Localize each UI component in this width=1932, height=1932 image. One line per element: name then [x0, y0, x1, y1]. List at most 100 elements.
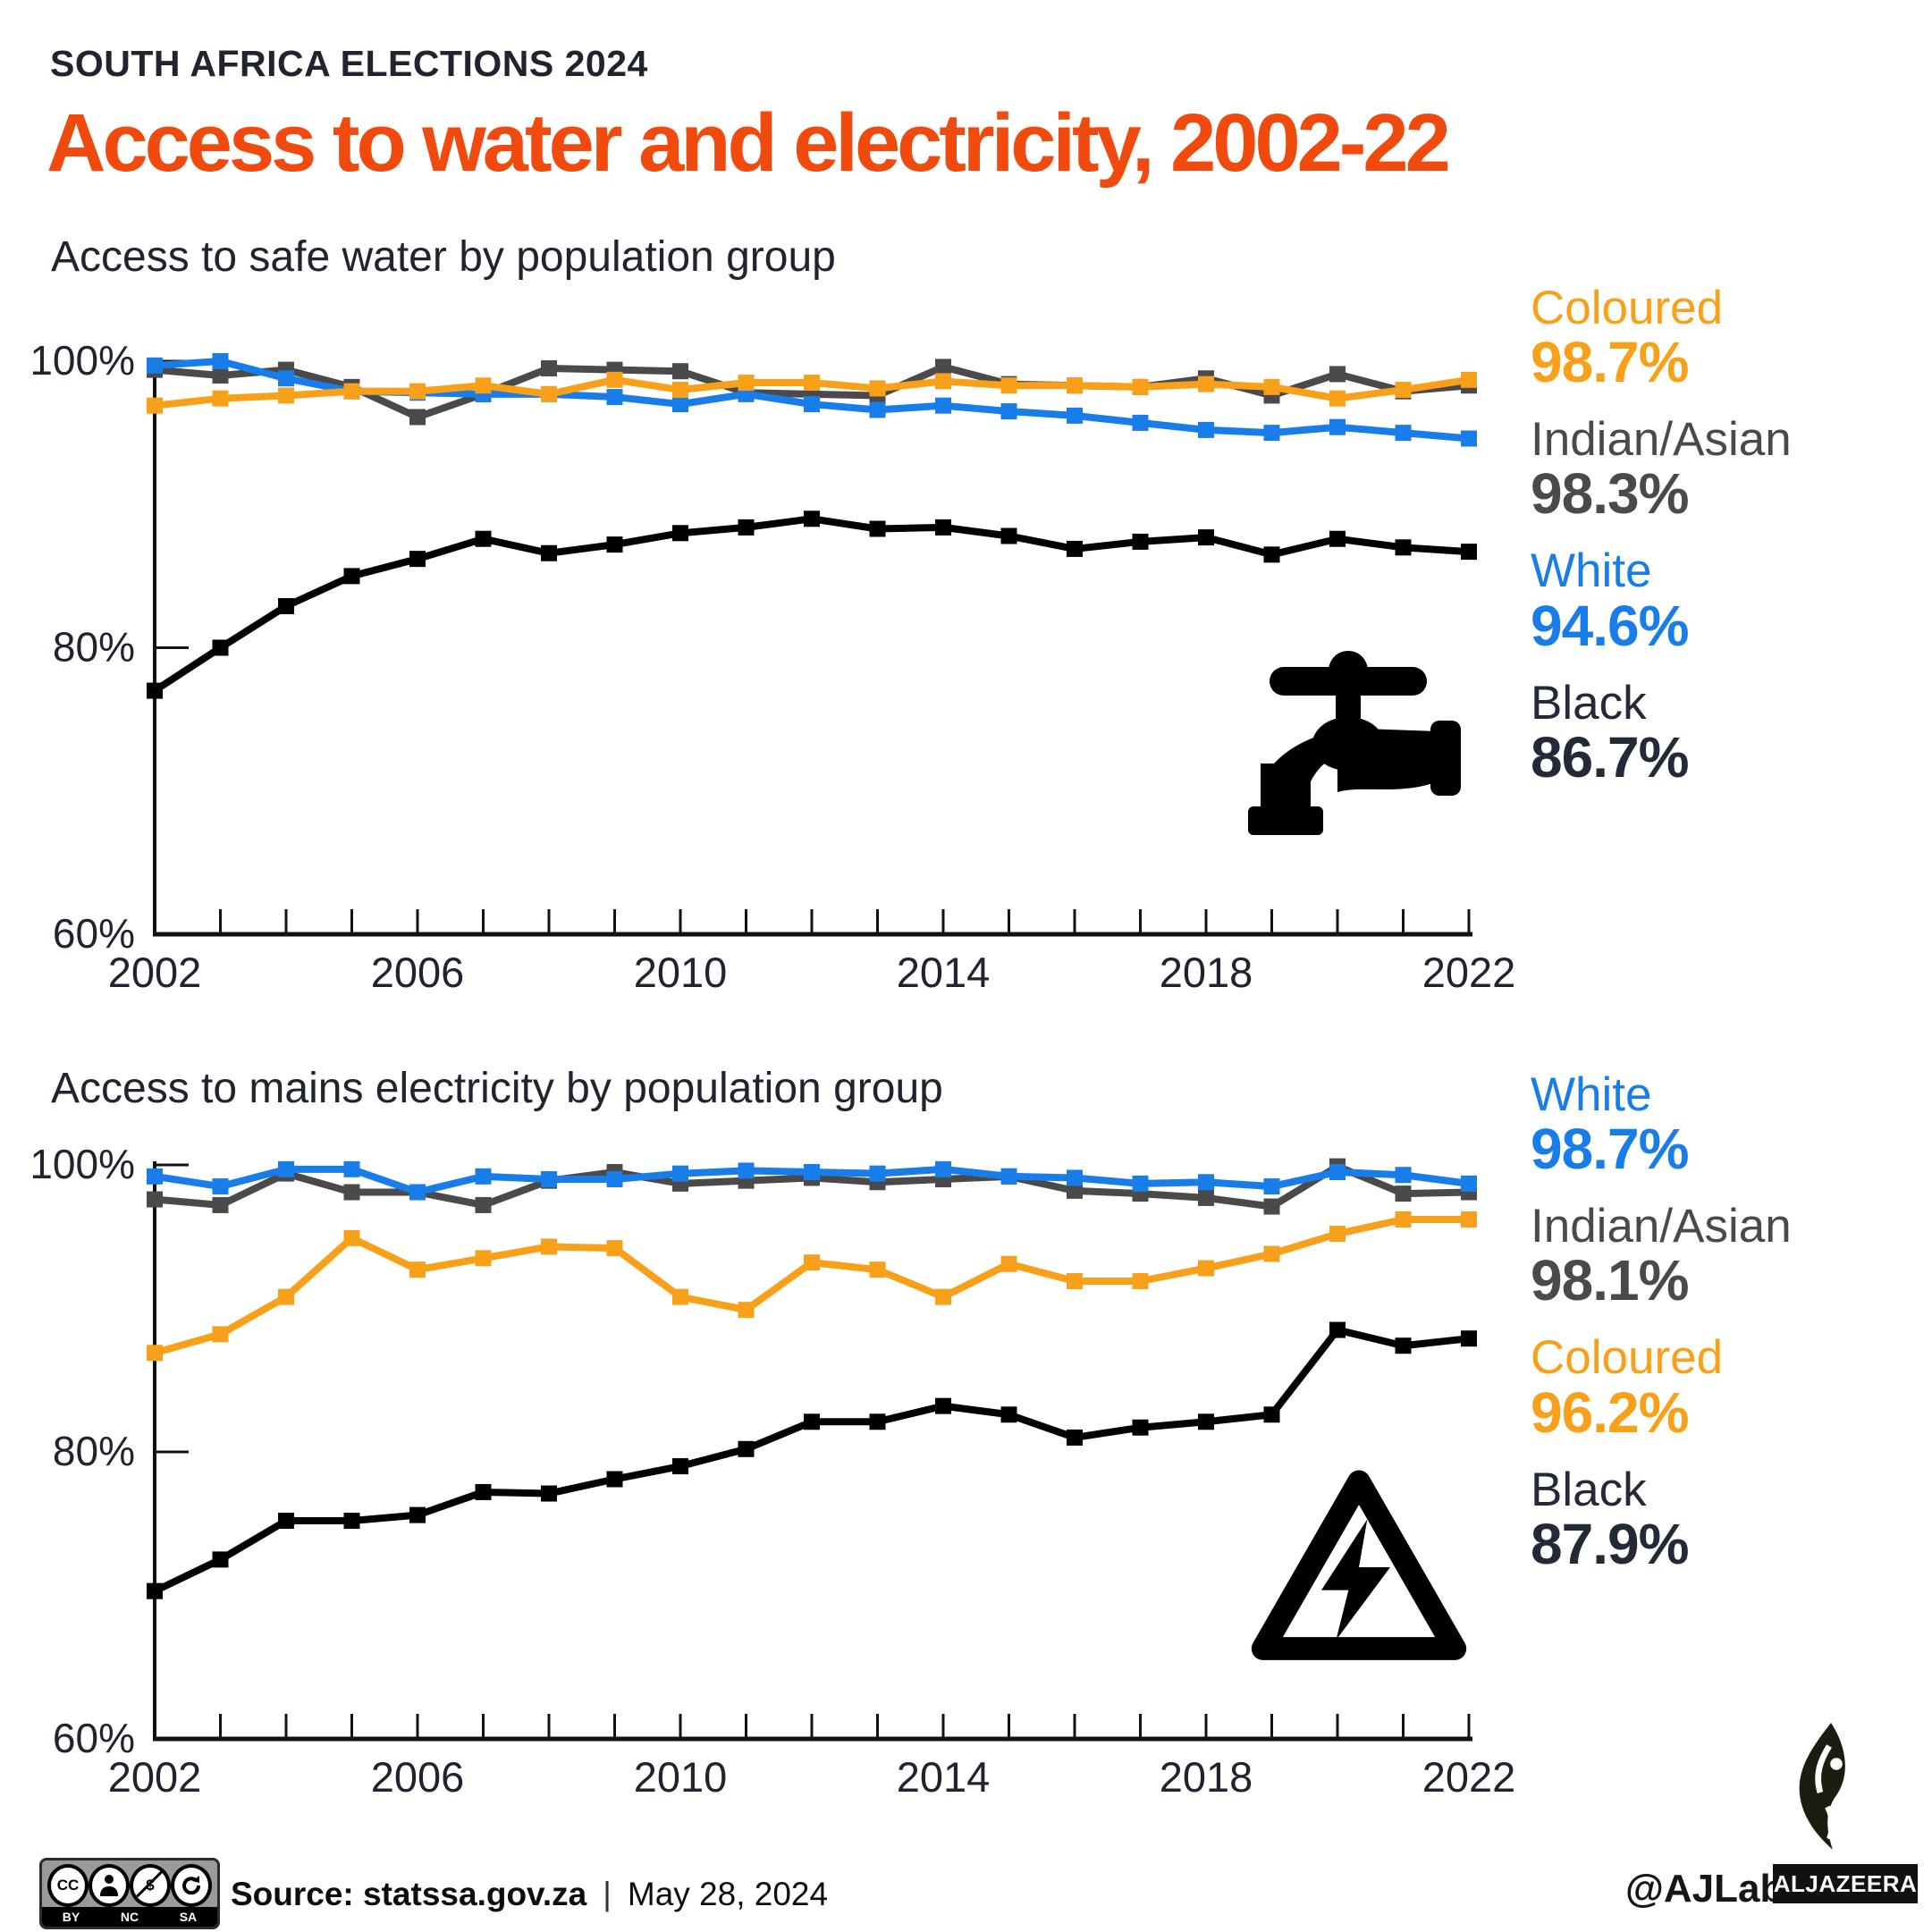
legend-label: Indian/Asian: [1531, 1200, 1792, 1253]
marker: [935, 1160, 951, 1177]
y-tick-label: 80%: [53, 624, 135, 671]
marker: [541, 1171, 557, 1188]
marker: [1067, 1169, 1083, 1186]
electricity-warning-icon: [1234, 1461, 1484, 1678]
marker: [738, 1162, 755, 1179]
marker: [1263, 1178, 1280, 1195]
marker: [475, 1196, 492, 1213]
marker: [1329, 530, 1346, 547]
marker: [212, 1326, 229, 1343]
marker: [1263, 546, 1280, 563]
legend-label: Indian/Asian: [1531, 413, 1792, 467]
marker: [1067, 1273, 1083, 1290]
legend-value: 98.3%: [1531, 461, 1689, 527]
cc-license-icons: CC $: [42, 1860, 217, 1909]
cc-by-label: BY: [62, 1910, 80, 1924]
marker: [1067, 540, 1083, 557]
marker: [147, 682, 163, 699]
marker: [1395, 539, 1412, 556]
marker: [738, 375, 755, 392]
marker: [672, 1165, 688, 1182]
marker: [935, 373, 951, 390]
legend-item-indian-asian: Indian/Asian 98.1%: [1531, 1202, 1924, 1311]
marker: [738, 519, 755, 536]
marker: [1329, 1226, 1346, 1243]
x-tick-label: 2018: [1160, 1753, 1253, 1801]
legend-label: Coloured: [1531, 282, 1724, 334]
marker: [1329, 366, 1346, 383]
marker: [1198, 1260, 1214, 1277]
marker: [541, 385, 557, 402]
x-tick-label: 2006: [371, 1753, 465, 1801]
marker: [1067, 407, 1083, 424]
marker: [1395, 382, 1412, 399]
marker: [147, 1191, 163, 1208]
marker: [1198, 421, 1214, 438]
marker: [343, 1160, 360, 1177]
legend-value: 86.7%: [1531, 724, 1689, 789]
marker: [1000, 527, 1017, 544]
chart2-title: Access to mains electricity by populatio…: [51, 1065, 943, 1112]
marker: [869, 1261, 886, 1278]
marker: [147, 1345, 163, 1362]
marker: [804, 510, 820, 527]
source-separator: |: [603, 1876, 612, 1912]
cc-by-person-icon: [89, 1864, 130, 1907]
marker: [475, 377, 492, 394]
marker: [738, 1440, 755, 1457]
legend-item-coloured: Coloured 98.7%: [1531, 282, 1924, 392]
marker: [1395, 425, 1412, 442]
marker: [1329, 418, 1346, 435]
marker: [1461, 1175, 1477, 1192]
marker: [212, 1551, 229, 1568]
marker: [606, 389, 623, 406]
source-line: Source: statssa.gov.za | May 28, 2024: [231, 1876, 828, 1913]
cc-license-labels: BY NC SA: [42, 1907, 217, 1927]
marker: [935, 1288, 951, 1305]
cc-icon: CC: [47, 1864, 89, 1907]
marker: [1395, 1337, 1412, 1354]
marker: [1067, 377, 1083, 394]
chart1-title: Access to safe water by population group: [51, 233, 836, 281]
marker: [672, 382, 688, 399]
legend-item-white: White 98.7%: [1531, 1070, 1924, 1182]
x-tick-label: 2022: [1422, 949, 1516, 996]
marker: [1132, 1419, 1149, 1436]
marker: [147, 1582, 163, 1599]
marker: [343, 1229, 360, 1246]
marker: [672, 1458, 688, 1475]
x-tick-label: 2006: [371, 949, 465, 996]
marker: [935, 397, 951, 414]
legend-label: White: [1531, 544, 1652, 598]
legend-item-indian-asian: Indian/Asian 98.3%: [1531, 416, 1924, 524]
marker: [212, 1196, 229, 1213]
legend-value: 96.2%: [1531, 1379, 1689, 1445]
legend-label: Black: [1531, 1463, 1647, 1516]
y-tick-label: 100%: [30, 337, 135, 384]
marker: [606, 536, 623, 553]
legend-value: 98.7%: [1531, 1117, 1689, 1182]
marker: [606, 1471, 623, 1488]
marker: [212, 353, 229, 369]
marker: [1067, 1429, 1083, 1446]
x-tick-label: 2002: [108, 949, 202, 996]
tap-icon: [1237, 649, 1472, 870]
marker: [869, 1165, 886, 1182]
marker: [343, 568, 360, 585]
marker: [672, 1288, 688, 1305]
marker: [278, 1288, 294, 1305]
marker: [1132, 1273, 1149, 1290]
marker: [1132, 1175, 1149, 1192]
al-jazeera-wordmark: ALJAZEERA: [1773, 1864, 1918, 1903]
marker: [1329, 1164, 1346, 1181]
marker: [409, 383, 426, 400]
legend-item-black: Black 87.9%: [1531, 1463, 1924, 1574]
marker: [1263, 378, 1280, 395]
y-tick-label: 60%: [53, 910, 135, 957]
cc-nc-icon: $: [130, 1864, 171, 1907]
kicker: SOUTH AFRICA ELECTIONS 2024: [50, 43, 648, 84]
marker: [1198, 529, 1214, 546]
marker: [1198, 375, 1214, 392]
marker: [606, 1171, 623, 1188]
